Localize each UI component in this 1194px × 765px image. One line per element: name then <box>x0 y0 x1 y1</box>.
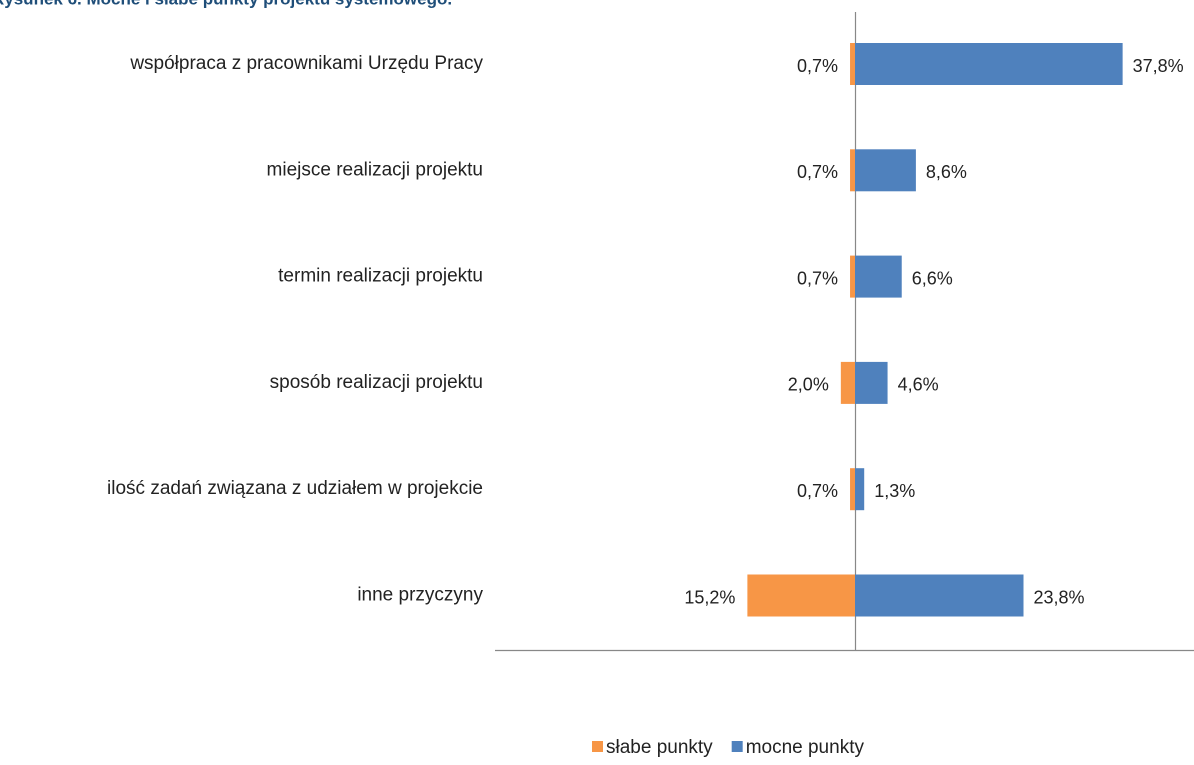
value-label: 0,7% <box>797 268 838 288</box>
legend-swatch <box>731 741 743 752</box>
legend-label: słabe punkty <box>606 737 713 758</box>
value-label: 15,2% <box>684 587 735 607</box>
bar <box>850 468 855 511</box>
value-label: 1,3% <box>874 481 915 501</box>
category-label: termin realizacji projektu <box>278 266 483 287</box>
bar <box>747 574 855 617</box>
chart-title: Rysunek 6. Mocne i słabe punkty projektu… <box>0 0 452 8</box>
value-label: 23,8% <box>1034 587 1085 607</box>
value-label: 2,0% <box>788 375 829 395</box>
bar <box>855 43 1123 85</box>
category-label: inne przyczyny <box>357 585 483 606</box>
legend-label: mocne punkty <box>746 737 865 758</box>
category-label: ilość zadań związana z udziałem w projek… <box>107 478 483 499</box>
category-label: sposób realizacji projektu <box>270 372 483 393</box>
bar <box>850 43 855 85</box>
value-label: 0,7% <box>797 162 838 182</box>
bar <box>855 361 888 404</box>
bar <box>855 255 902 298</box>
bar <box>855 574 1024 617</box>
bar <box>850 149 855 192</box>
value-label: 4,6% <box>898 375 939 395</box>
value-label: 6,6% <box>912 268 953 288</box>
value-label: 8,6% <box>926 162 967 182</box>
category-label: miejsce realizacji projektu <box>267 159 483 180</box>
bar <box>855 468 865 511</box>
bar <box>840 361 855 404</box>
bar <box>850 255 855 298</box>
legend-swatch <box>592 741 603 752</box>
category-label: współpraca z pracownikami Urzędu Pracy <box>129 53 483 74</box>
value-label: 0,7% <box>797 56 838 76</box>
value-label: 37,8% <box>1133 56 1184 76</box>
bar <box>855 149 916 192</box>
value-label: 0,7% <box>797 481 838 501</box>
